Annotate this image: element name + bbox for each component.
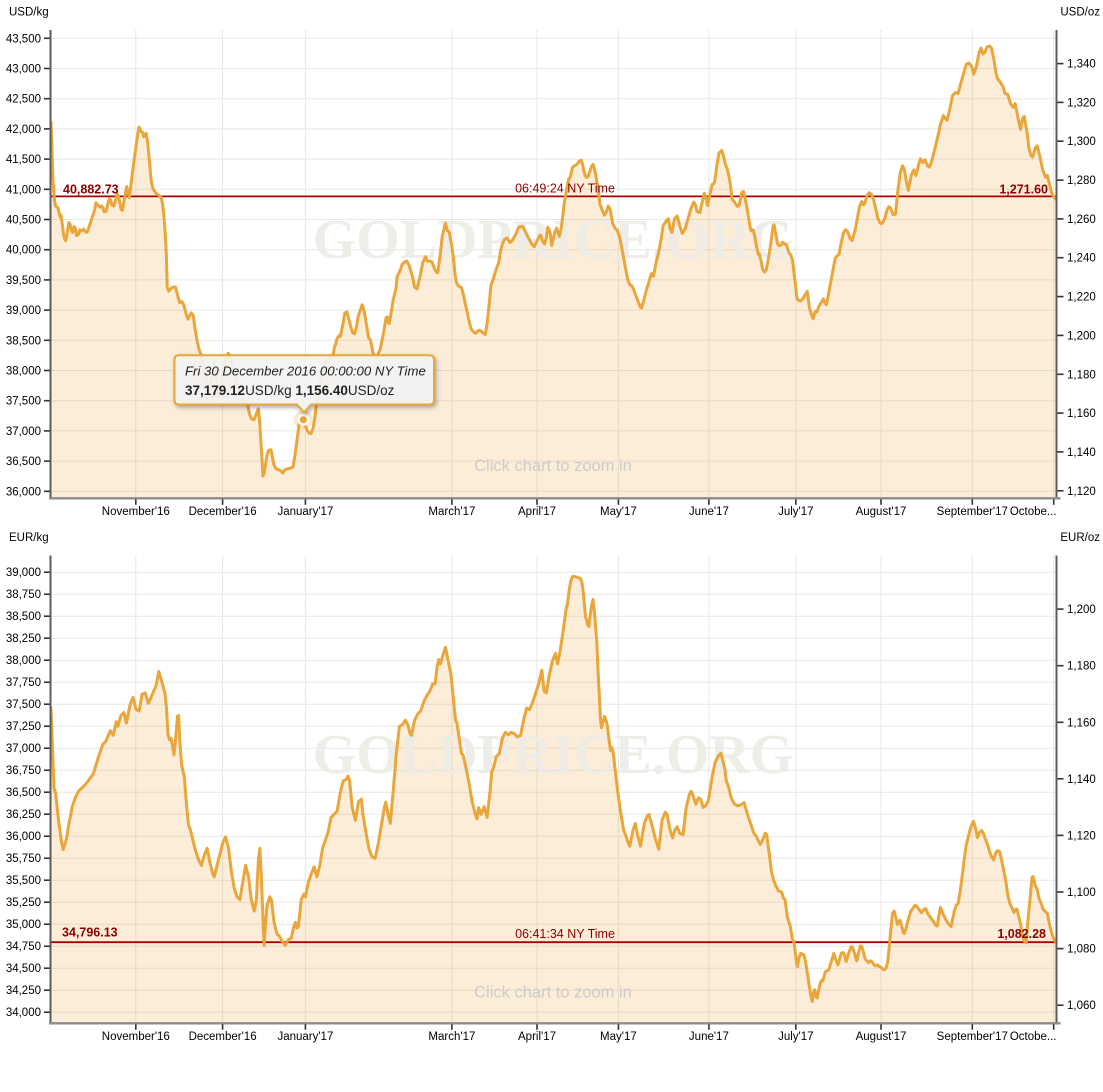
svg-text:35,250: 35,250 bbox=[6, 897, 41, 909]
svg-text:1,280: 1,280 bbox=[1067, 175, 1096, 187]
svg-text:June'17: June'17 bbox=[689, 1031, 729, 1043]
svg-text:06:49:24 NY Time: 06:49:24 NY Time bbox=[515, 181, 615, 195]
svg-text:42,500: 42,500 bbox=[6, 94, 41, 106]
svg-text:1,160: 1,160 bbox=[1067, 717, 1096, 729]
svg-text:34,500: 34,500 bbox=[6, 963, 41, 975]
svg-text:34,796.13: 34,796.13 bbox=[62, 926, 118, 940]
svg-text:36,000: 36,000 bbox=[6, 486, 41, 498]
svg-text:1,340: 1,340 bbox=[1067, 59, 1096, 71]
svg-text:1,200: 1,200 bbox=[1067, 330, 1096, 342]
svg-text:1,180: 1,180 bbox=[1067, 369, 1096, 381]
svg-text:34,250: 34,250 bbox=[6, 985, 41, 997]
svg-text:35,750: 35,750 bbox=[6, 853, 41, 865]
svg-text:November'16: November'16 bbox=[102, 1031, 170, 1043]
svg-text:40,882.73: 40,882.73 bbox=[63, 183, 119, 197]
svg-text:USD/kg: USD/kg bbox=[9, 7, 49, 19]
svg-text:1,220: 1,220 bbox=[1067, 292, 1096, 304]
svg-text:EUR/kg: EUR/kg bbox=[9, 532, 49, 544]
svg-text:1,271.60: 1,271.60 bbox=[999, 183, 1048, 197]
svg-text:July'17: July'17 bbox=[778, 506, 813, 518]
svg-text:March'17: March'17 bbox=[428, 1031, 475, 1043]
svg-text:1,300: 1,300 bbox=[1067, 136, 1096, 148]
svg-text:May'17: May'17 bbox=[600, 1031, 637, 1043]
svg-text:36,500: 36,500 bbox=[6, 456, 41, 468]
svg-text:38,500: 38,500 bbox=[6, 611, 41, 623]
svg-text:37,000: 37,000 bbox=[6, 426, 41, 438]
svg-text:38,000: 38,000 bbox=[6, 655, 41, 667]
svg-text:38,250: 38,250 bbox=[6, 633, 41, 645]
svg-text:1,180: 1,180 bbox=[1067, 661, 1096, 673]
svg-text:43,000: 43,000 bbox=[6, 64, 41, 76]
svg-text:September'17: September'17 bbox=[937, 1031, 1008, 1043]
svg-text:1,200: 1,200 bbox=[1067, 604, 1096, 616]
svg-text:39,000: 39,000 bbox=[6, 567, 41, 579]
svg-text:Octobe...: Octobe... bbox=[1010, 1031, 1057, 1043]
svg-text:August'17: August'17 bbox=[856, 506, 907, 518]
svg-text:August'17: August'17 bbox=[856, 1031, 907, 1043]
svg-text:36,750: 36,750 bbox=[6, 765, 41, 777]
svg-text:34,000: 34,000 bbox=[6, 1007, 41, 1019]
svg-text:1,120: 1,120 bbox=[1067, 830, 1096, 842]
svg-text:November'16: November'16 bbox=[102, 506, 170, 518]
svg-text:36,000: 36,000 bbox=[6, 831, 41, 843]
svg-text:Octobe...: Octobe... bbox=[1010, 506, 1057, 518]
svg-text:June'17: June'17 bbox=[689, 506, 729, 518]
svg-text:September'17: September'17 bbox=[937, 506, 1008, 518]
svg-text:1,082.28: 1,082.28 bbox=[997, 927, 1046, 941]
svg-text:37,250: 37,250 bbox=[6, 721, 41, 733]
svg-text:Fri 30 December 2016 00:00:00: Fri 30 December 2016 00:00:00 NY Time bbox=[185, 364, 426, 379]
svg-text:April'17: April'17 bbox=[518, 1031, 556, 1043]
svg-text:39,500: 39,500 bbox=[6, 275, 41, 287]
svg-text:July'17: July'17 bbox=[778, 1031, 813, 1043]
svg-text:38,500: 38,500 bbox=[6, 335, 41, 347]
svg-text:1,260: 1,260 bbox=[1067, 214, 1096, 226]
svg-text:1,100: 1,100 bbox=[1067, 887, 1096, 899]
svg-text:1,060: 1,060 bbox=[1067, 1000, 1096, 1012]
svg-text:Click chart to zoom in: Click chart to zoom in bbox=[474, 457, 632, 475]
svg-text:January'17: January'17 bbox=[277, 1031, 333, 1043]
svg-text:1,120: 1,120 bbox=[1067, 486, 1096, 498]
svg-text:March'17: March'17 bbox=[428, 506, 475, 518]
svg-text:1,080: 1,080 bbox=[1067, 944, 1096, 956]
svg-text:EUR/oz: EUR/oz bbox=[1060, 532, 1100, 544]
svg-text:40,000: 40,000 bbox=[6, 245, 41, 257]
svg-text:42,000: 42,000 bbox=[6, 124, 41, 136]
svg-text:37,500: 37,500 bbox=[6, 396, 41, 408]
svg-text:1,160: 1,160 bbox=[1067, 408, 1096, 420]
svg-text:April'17: April'17 bbox=[518, 506, 556, 518]
svg-text:38,000: 38,000 bbox=[6, 366, 41, 378]
svg-text:41,000: 41,000 bbox=[6, 184, 41, 196]
svg-text:35,500: 35,500 bbox=[6, 875, 41, 887]
svg-text:1,140: 1,140 bbox=[1067, 774, 1096, 786]
svg-text:38,750: 38,750 bbox=[6, 589, 41, 601]
svg-text:December'16: December'16 bbox=[189, 1031, 257, 1043]
svg-text:37,750: 37,750 bbox=[6, 677, 41, 689]
svg-text:41,500: 41,500 bbox=[6, 154, 41, 166]
svg-text:06:41:34 NY Time: 06:41:34 NY Time bbox=[515, 927, 615, 941]
svg-text:USD/oz: USD/oz bbox=[1060, 7, 1100, 19]
svg-text:1,320: 1,320 bbox=[1067, 97, 1096, 109]
svg-text:May'17: May'17 bbox=[600, 506, 637, 518]
svg-text:36,250: 36,250 bbox=[6, 809, 41, 821]
svg-text:35,000: 35,000 bbox=[6, 919, 41, 931]
svg-text:1,240: 1,240 bbox=[1067, 253, 1096, 265]
svg-text:January'17: January'17 bbox=[277, 506, 333, 518]
svg-text:37,000: 37,000 bbox=[6, 743, 41, 755]
svg-text:36,500: 36,500 bbox=[6, 787, 41, 799]
svg-text:34,750: 34,750 bbox=[6, 941, 41, 953]
svg-text:1,140: 1,140 bbox=[1067, 447, 1096, 459]
svg-text:39,000: 39,000 bbox=[6, 305, 41, 317]
svg-text:37,500: 37,500 bbox=[6, 699, 41, 711]
svg-text:December'16: December'16 bbox=[189, 506, 257, 518]
svg-text:37,179.12USD/kg 1,156.40USD/oz: 37,179.12USD/kg 1,156.40USD/oz bbox=[185, 383, 395, 398]
svg-text:43,500: 43,500 bbox=[6, 33, 41, 45]
svg-text:40,500: 40,500 bbox=[6, 215, 41, 227]
svg-text:Click chart to zoom in: Click chart to zoom in bbox=[474, 984, 632, 1002]
